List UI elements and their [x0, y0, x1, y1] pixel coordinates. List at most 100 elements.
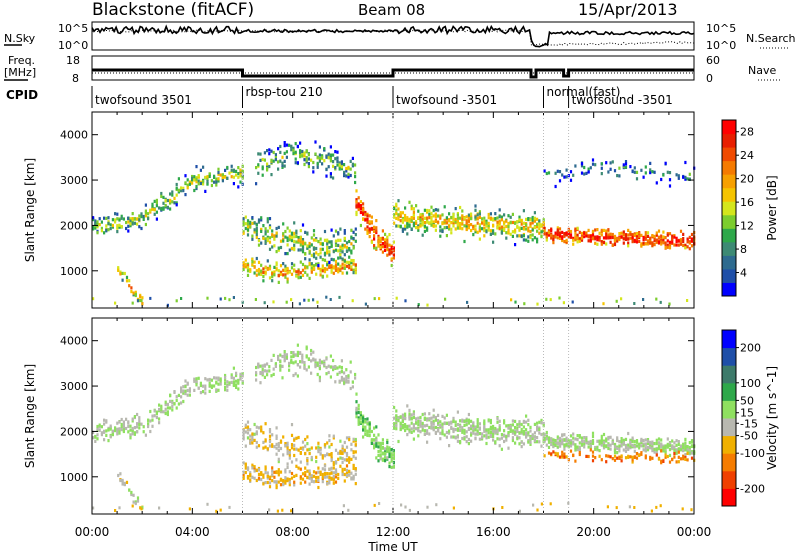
echo-cell [221, 179, 224, 183]
echo-cell [384, 242, 387, 246]
echo-cell [362, 435, 365, 439]
echo-cell [472, 421, 475, 425]
echo-cell [682, 457, 685, 461]
echo-cell [627, 233, 630, 237]
echo-cell [618, 447, 621, 451]
echo-cell [299, 477, 302, 481]
echo-cell [109, 435, 112, 439]
echo-cell [646, 242, 650, 246]
echo-cell [397, 416, 400, 420]
echo-cell [359, 416, 362, 420]
echo-cell [290, 272, 294, 276]
echo-cell [569, 441, 573, 445]
echo-cell [536, 440, 539, 444]
echo-cell [292, 373, 295, 378]
echo-cell [359, 414, 362, 418]
echo-cell [640, 244, 643, 248]
echo-cell [465, 219, 468, 223]
echo-cell [616, 237, 619, 241]
echo-cell [217, 382, 220, 386]
echo-cell [547, 229, 551, 233]
echo-cell [130, 290, 133, 294]
echo-cell [649, 168, 652, 172]
echo-cell [463, 431, 466, 435]
echo-cell [285, 355, 288, 359]
echo-cell [432, 224, 435, 228]
echo-cell [596, 238, 599, 242]
echo-cell [263, 375, 266, 379]
echo-cell [552, 442, 555, 446]
echo-cell [362, 202, 365, 206]
echo-cell [98, 428, 101, 432]
echo-cell [184, 389, 187, 393]
echo-cell [649, 171, 652, 175]
echo-cell [543, 169, 546, 173]
colorbar-swatch [722, 347, 736, 366]
echo-cell [288, 480, 291, 484]
echo-cell [310, 236, 313, 240]
echo-cell [684, 448, 687, 452]
echo-cell [509, 425, 512, 429]
echo-cell [355, 408, 358, 412]
echo-cell [600, 458, 603, 462]
echo-cell [122, 425, 125, 429]
echo-cell [511, 220, 514, 225]
echo-cell [461, 436, 464, 441]
echo-cell [266, 476, 269, 480]
echo-cell [330, 243, 333, 247]
echo-cell [268, 428, 272, 432]
echo-cell [169, 394, 172, 398]
echo-cell [195, 165, 198, 169]
echo-cell [332, 481, 335, 485]
echo-cell [589, 238, 592, 242]
echo-cell [668, 178, 672, 182]
echo-cell [543, 432, 546, 437]
echo-cell [184, 181, 187, 185]
echo-cell [686, 177, 689, 181]
echo-cell [448, 429, 451, 433]
echo-cell [655, 438, 658, 442]
echo-cell [536, 426, 539, 430]
echo-cell [308, 476, 311, 480]
echo-cell [332, 471, 335, 475]
echo-cell [430, 426, 433, 430]
echo-cell [419, 415, 422, 420]
echo-cell [345, 264, 349, 268]
echo-cell [299, 235, 302, 239]
power-ylabel: Slant Range [km] [23, 158, 37, 262]
echo-cell [330, 268, 333, 272]
echo-cell [186, 393, 189, 397]
echo-cell [275, 452, 278, 456]
ground-scatter-cell [373, 503, 376, 507]
echo-cell [470, 431, 473, 435]
echo-cell [158, 206, 161, 210]
echo-cell [572, 236, 575, 240]
echo-cell [246, 219, 250, 223]
echo-cell [463, 216, 466, 220]
echo-cell [364, 426, 367, 430]
echo-cell [288, 143, 291, 147]
echo-cell [423, 229, 426, 233]
echo-cell [323, 363, 326, 367]
echo-cell [230, 175, 233, 179]
echo-cell [98, 425, 101, 429]
echo-cell [395, 419, 398, 424]
echo-cell [644, 234, 647, 238]
colorbar-swatch [722, 282, 736, 297]
echo-cell [306, 475, 309, 480]
y-tick-label: 3000 [60, 380, 88, 393]
echo-cell [328, 475, 331, 479]
echo-cell [662, 235, 665, 239]
ground-scatter-cell [166, 303, 169, 307]
echo-cell [352, 259, 355, 263]
echo-cell [237, 166, 240, 170]
echo-cell [327, 364, 330, 368]
echo-cell [295, 229, 298, 233]
echo-cell [404, 213, 407, 218]
echo-cell [583, 436, 586, 440]
echo-cell [459, 424, 462, 428]
echo-cell [679, 229, 683, 233]
echo-cell [184, 379, 187, 383]
echo-cell [264, 237, 267, 241]
echo-cell [675, 443, 678, 447]
